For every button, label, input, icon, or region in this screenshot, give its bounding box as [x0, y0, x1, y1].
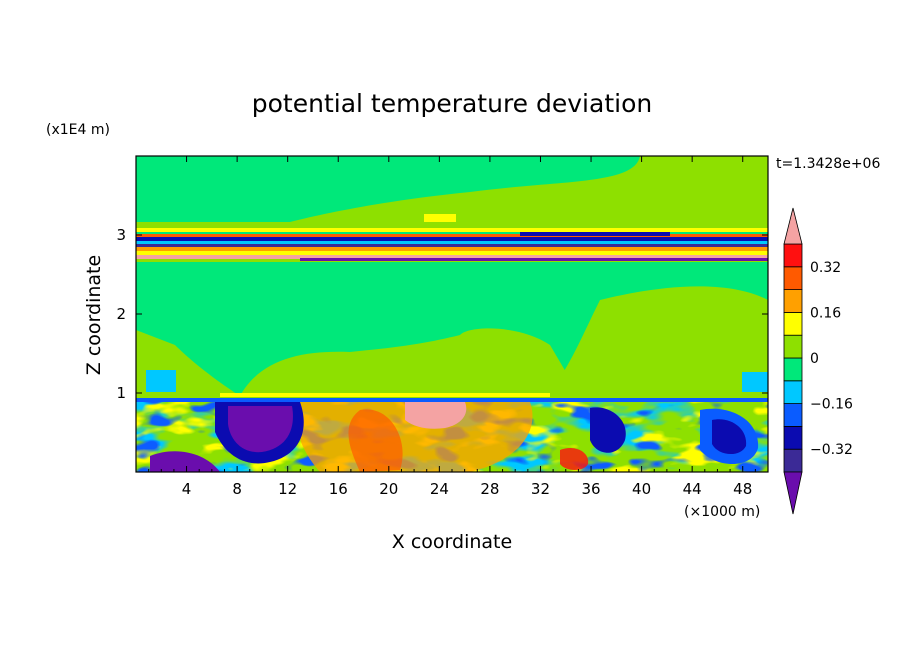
x-tick-label: 48	[733, 480, 752, 498]
colorbar-label: 0.16	[810, 305, 841, 321]
colorbar-segment	[783, 243, 803, 268]
x-tick-label: 12	[278, 480, 297, 498]
y-tick-label: 1	[116, 384, 126, 402]
heatmap-field	[136, 156, 768, 472]
colorbar-segment	[783, 357, 803, 382]
x-unit-label: (×1000 m)	[684, 504, 760, 520]
cyan-patch-left	[146, 370, 176, 392]
cold-cell-lower	[150, 451, 220, 472]
colorbar-segment	[783, 266, 803, 290]
x-tick-label: 24	[430, 480, 449, 498]
x-tick-label: 20	[379, 480, 398, 498]
x-tick-label: 8	[232, 480, 242, 498]
band-purple	[300, 258, 768, 261]
band-orange	[136, 247, 768, 251]
colorbar-segment	[783, 289, 803, 313]
colorbar-segment	[783, 448, 803, 473]
warm-core	[348, 409, 403, 472]
colorbar-label: 0.32	[810, 260, 841, 276]
x-tick-label: 36	[581, 480, 600, 498]
chart-title: potential temperature deviation	[252, 89, 652, 118]
cyan-patch-right	[742, 372, 768, 392]
band-navy	[136, 244, 768, 247]
band-pink	[136, 255, 768, 259]
y-tick-label: 3	[116, 226, 126, 244]
red-eddy	[560, 447, 589, 470]
band-cyan	[136, 241, 768, 244]
inversion-line	[136, 398, 768, 402]
y-unit-label: (x1E4 m)	[46, 122, 110, 138]
colorbar: 0.32 0.16 0 −0.16 −0.32	[783, 207, 853, 515]
inversion-warm	[220, 393, 550, 397]
colorbar-segment	[783, 334, 803, 359]
x-axis-title: X coordinate	[392, 531, 512, 553]
colorbar-segment	[783, 311, 803, 336]
y-tick-label: 2	[116, 305, 126, 323]
band-yellow-blob	[424, 214, 456, 222]
x-tick-label: 4	[182, 480, 192, 498]
colorbar-min-arrow	[783, 471, 803, 515]
colorbar-max-arrow	[783, 207, 803, 245]
cold-core-left	[228, 406, 293, 453]
band-darkblue	[136, 237, 768, 241]
x-tick-label: 40	[632, 480, 651, 498]
neutral-zone-upper	[136, 156, 640, 222]
band-green	[136, 232, 768, 234]
cold-swirl-mid	[590, 407, 626, 453]
band-red	[136, 234, 768, 237]
band-yellow-top	[136, 228, 768, 232]
colorbar-label: −0.16	[810, 397, 853, 413]
y-axis: 1 2 3	[116, 226, 768, 402]
cold-core-right	[712, 419, 747, 455]
warm-plume	[405, 402, 467, 429]
colorbar-segment	[783, 380, 803, 404]
colorbar-label: 0	[810, 351, 819, 367]
x-tick-label: 32	[531, 480, 550, 498]
y-axis-title: Z coordinate	[83, 255, 105, 375]
neutral-zone-lobe	[240, 328, 580, 396]
band-blue-streak	[520, 232, 670, 236]
x-tick-label: 44	[683, 480, 702, 498]
time-label: t=1.3428e+06	[776, 156, 880, 172]
x-tick-label: 16	[329, 480, 348, 498]
x-axis: 4 8 12 16 20 24 28 32 36 40 44 48	[148, 156, 756, 498]
colorbar-segment	[783, 425, 803, 450]
x-tick-label: 28	[480, 480, 499, 498]
colorbar-segment	[783, 403, 803, 427]
colorbar-label: −0.32	[810, 442, 853, 458]
band-yellow	[136, 251, 768, 255]
